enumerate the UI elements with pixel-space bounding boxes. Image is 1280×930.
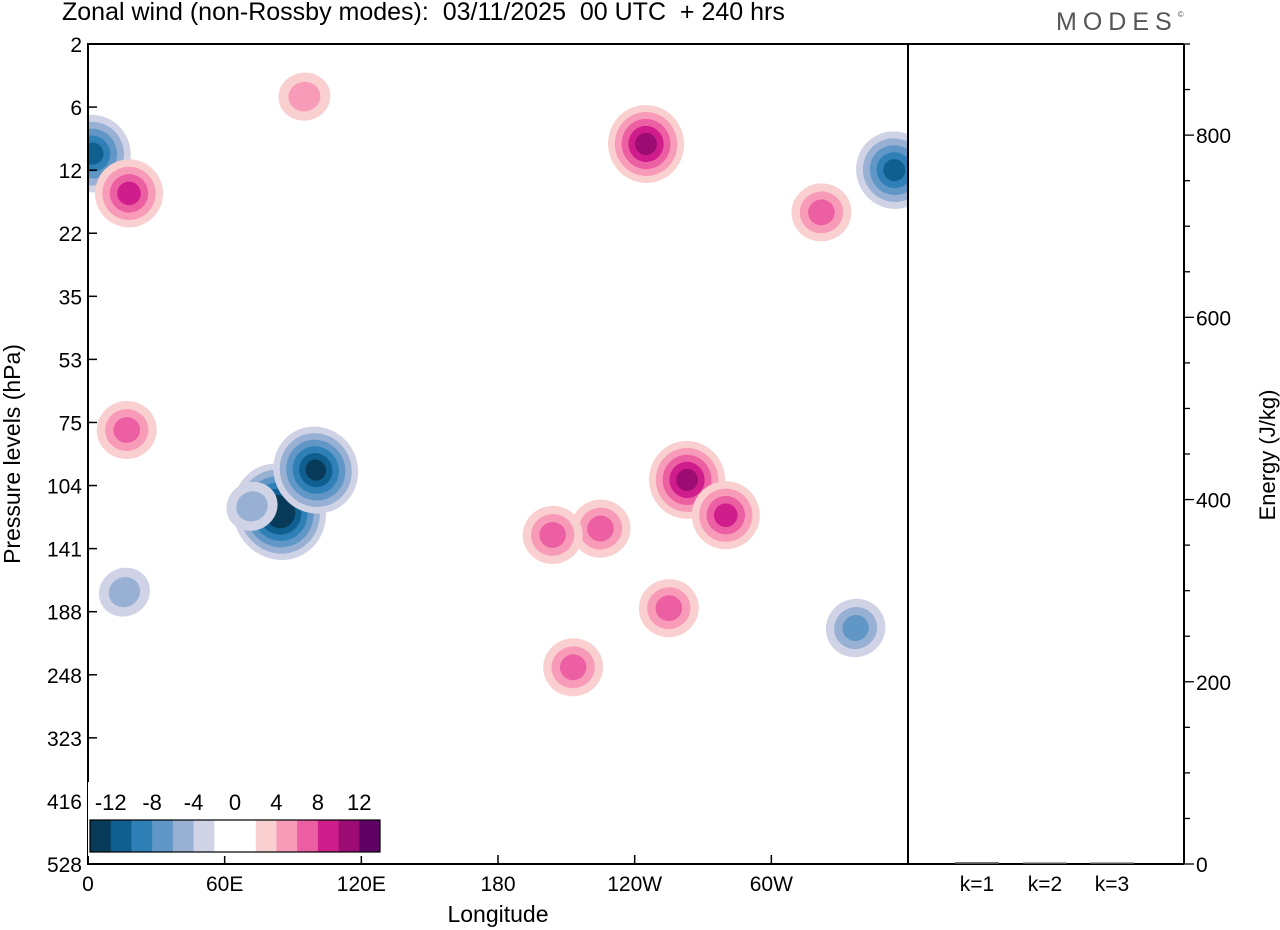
y-tick-label: 75: [59, 412, 82, 435]
energy-bar-panel: 0 200 400 600 800 Energy (J/kg) k=1 k=2 k=3: [907, 43, 1280, 896]
contour-band-15-3: [559, 654, 587, 681]
contour-band-16-2: [288, 81, 321, 112]
x-tick-label: 120E: [337, 873, 386, 896]
y-tick-label: 248: [47, 665, 82, 688]
modes-logo: MODES©: [1056, 8, 1184, 37]
x-tick-label: 0: [82, 873, 94, 896]
contour-band-17-3: [808, 199, 835, 226]
y-tick-label: 323: [47, 728, 82, 751]
contour-band-2-2: [236, 491, 268, 522]
bar-category-label: k=3: [1095, 873, 1129, 896]
x-tick-label: 60E: [206, 873, 243, 896]
contour-band-8-5: [635, 132, 657, 156]
logo-text: MODES: [1056, 8, 1178, 36]
colorbar-label: 4: [270, 790, 282, 815]
colorbar-label: 0: [229, 790, 241, 815]
bar-category-label: k=1: [960, 873, 994, 896]
contour-band-11-3: [587, 515, 614, 542]
energy-tick-label: 0: [1196, 854, 1208, 877]
x-tick-label: 60W: [750, 873, 793, 896]
y-tick-label: 104: [47, 476, 82, 499]
colorbar-cell: [235, 820, 257, 852]
energy-bar-k=2: [1023, 862, 1067, 864]
x-tick-label: 180: [480, 873, 515, 896]
colorbar-cell: [90, 820, 112, 852]
energy-tick-label: 800: [1196, 125, 1231, 148]
colorbar-cell: [172, 820, 195, 852]
colorbar-cell: [297, 820, 319, 852]
colorbar-cell: [359, 820, 381, 852]
y-axis-label: Pressure levels (hPa): [0, 344, 25, 564]
colorbar-label: 12: [347, 790, 371, 815]
bar-category-label: k=2: [1028, 873, 1062, 896]
y-tick-label: 528: [47, 854, 82, 877]
x-axis-label: Longitude: [447, 901, 548, 927]
contour-band-12-3: [539, 522, 566, 548]
energy-tick-label: 200: [1196, 672, 1231, 695]
colorbar-label: 8: [312, 790, 324, 815]
copyright-mark: ©: [1177, 9, 1184, 19]
contour-band-4-5: [88, 142, 104, 165]
y-tick-label: 188: [47, 602, 82, 625]
colorbar-cell: [214, 820, 236, 852]
y-tick-label: 6: [70, 97, 82, 120]
contour-band-7-4: [117, 181, 141, 206]
contour-band-13-3: [113, 417, 141, 443]
colorbar-label: -8: [142, 790, 162, 815]
energy-bar-k=3: [1090, 862, 1134, 864]
colorbar-frame: [89, 819, 381, 853]
y-tick-label: 416: [47, 791, 82, 814]
chart-title: Zonal wind (non-Rossby modes): 03/11/202…: [62, 0, 785, 26]
colorbar-cell: [152, 820, 174, 852]
heatmap-frame: [87, 43, 909, 865]
colorbar-cell: [276, 820, 298, 852]
x-tick-label: 120W: [607, 873, 662, 896]
colorbar-cell: [338, 820, 360, 852]
energy-tick-label: 600: [1196, 307, 1231, 330]
contour-field: [88, 72, 908, 697]
colorbar-legend: -12 -8 -4 0 4 8 12: [88, 782, 382, 856]
colorbar-cell: [193, 820, 215, 852]
y-tick-label: 53: [59, 349, 82, 372]
contour-band-14-3: [655, 595, 683, 622]
contour-band-9-5: [676, 468, 698, 491]
y-tick-label: 2: [70, 34, 82, 57]
colorbar-cell: [255, 820, 277, 852]
y-tick-label: 35: [59, 286, 82, 309]
colorbar-label: -4: [184, 790, 204, 815]
contour-band-1-6: [305, 459, 327, 481]
contour-band-5-5: [883, 159, 906, 182]
contour-band-10-4: [713, 503, 738, 527]
colorbar-cell: [131, 820, 153, 852]
y-tick-label: 22: [59, 223, 82, 246]
colorbar-cell: [110, 820, 132, 852]
energy-bar-k=1: [955, 862, 999, 864]
contour-band-6-3: [842, 615, 869, 642]
energy-tick-label: 400: [1196, 490, 1231, 513]
colorbar-label: -12: [95, 790, 127, 815]
y-tick-label: 141: [47, 539, 82, 562]
colorbar-cell: [317, 820, 340, 852]
energy-axis-label: Energy (J/kg): [1255, 390, 1280, 521]
contour-band-3-2: [108, 577, 141, 608]
y-tick-label: 12: [59, 160, 82, 183]
